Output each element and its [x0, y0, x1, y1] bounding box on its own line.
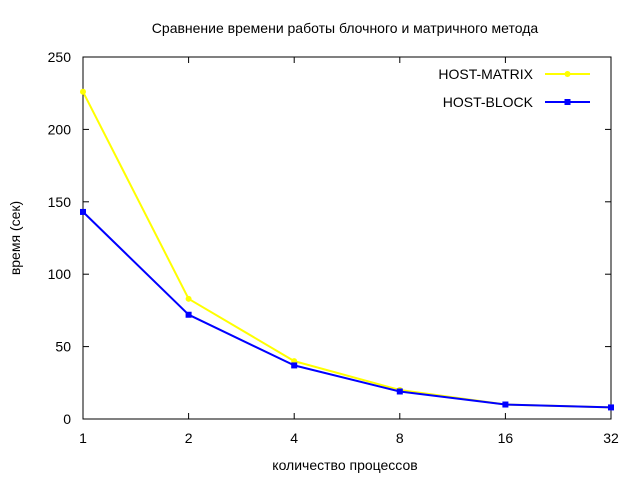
legend-label: HOST-BLOCK [443, 94, 534, 110]
y-ticks: 0 50 100 150 200 250 [48, 49, 611, 427]
y-tick-label: 200 [48, 121, 72, 137]
y-tick-label: 250 [48, 49, 72, 65]
data-point-host-matrix [80, 88, 86, 95]
x-tick-label: 2 [185, 430, 193, 446]
y-tick-label: 100 [48, 266, 72, 282]
series-line-host-block [82, 211, 612, 409]
chart-title: Сравнение времени работы блочного и матр… [152, 20, 539, 36]
data-point-host-block [291, 362, 298, 369]
y-axis-label: время (сек) [7, 201, 23, 275]
series-host-block [80, 208, 614, 411]
plot-frame [82, 56, 612, 420]
x-ticks: 1 2 4 8 16 32 [79, 57, 619, 446]
data-point-host-block [185, 311, 192, 318]
x-tick-label: 16 [498, 430, 514, 446]
legend: HOST-MATRIX HOST-BLOCK [438, 66, 590, 110]
series-line-host-matrix [82, 91, 612, 409]
legend-label: HOST-MATRIX [438, 66, 533, 82]
x-tick-label: 4 [290, 430, 298, 446]
legend-marker [564, 99, 571, 105]
legend-item-host-matrix: HOST-MATRIX [438, 66, 590, 82]
legend-marker [564, 71, 571, 77]
data-point-host-block [502, 401, 509, 408]
x-axis-label: количество процессов [272, 457, 417, 473]
x-tick-label: 8 [396, 430, 404, 446]
data-point-host-block [396, 388, 403, 395]
y-tick-label: 50 [55, 339, 71, 355]
data-point-host-block [608, 404, 614, 411]
data-point-host-matrix [185, 295, 192, 302]
y-tick-label: 150 [48, 194, 72, 210]
x-tick-label: 1 [79, 430, 87, 446]
series-layer [80, 88, 614, 411]
series-host-matrix [80, 88, 614, 411]
x-tick-label: 32 [603, 430, 619, 446]
y-tick-label: 0 [63, 411, 71, 427]
data-point-host-block [80, 208, 86, 215]
legend-item-host-block: HOST-BLOCK [443, 94, 590, 110]
